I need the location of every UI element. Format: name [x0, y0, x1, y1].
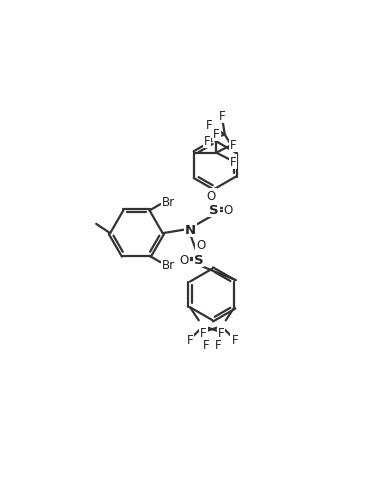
Text: F: F	[218, 110, 225, 123]
Text: O: O	[196, 239, 206, 252]
Text: F: F	[230, 138, 236, 151]
Text: N: N	[185, 223, 196, 236]
Text: F: F	[213, 128, 220, 141]
Text: O: O	[224, 204, 233, 216]
Text: F: F	[203, 339, 209, 352]
Text: F: F	[187, 334, 193, 347]
Text: Br: Br	[162, 196, 175, 209]
Text: F: F	[200, 326, 207, 339]
Text: S: S	[194, 253, 203, 266]
Text: F: F	[230, 156, 236, 168]
Text: Br: Br	[162, 259, 175, 272]
Text: S: S	[209, 204, 218, 216]
Text: F: F	[218, 326, 225, 339]
Text: F: F	[206, 119, 212, 132]
Text: F: F	[215, 339, 222, 352]
Text: O: O	[207, 189, 216, 202]
Text: F: F	[203, 135, 210, 148]
Text: O: O	[179, 253, 188, 266]
Text: F: F	[231, 334, 238, 347]
